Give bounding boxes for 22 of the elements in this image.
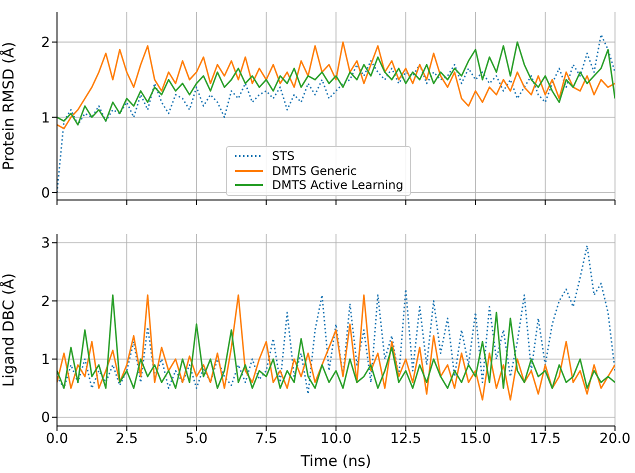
line-series [57, 34, 615, 194]
x-tick-label: 20.0 [599, 430, 631, 447]
y-tick-label: 2 [41, 35, 50, 52]
x-tick-label: 5.0 [185, 430, 208, 447]
y-tick-label: 1 [41, 352, 50, 368]
x-tick-label: 0.0 [46, 430, 68, 447]
y-tick-label: 3 [41, 236, 50, 252]
x-tick-label: 17.5 [530, 430, 561, 447]
x-tick-label: 7.5 [255, 430, 278, 447]
y-tick-label: 2 [41, 294, 50, 310]
x-tick-label: 15.0 [460, 430, 492, 447]
y-tick-label: 1 [41, 110, 50, 126]
legend-label: DMTS Generic [272, 164, 357, 178]
x-tick-label: 12.5 [390, 430, 422, 447]
x-tick-label: 10.0 [320, 430, 352, 447]
y-tick-label: 0 [41, 410, 50, 426]
x-tick-label: 2.5 [116, 430, 138, 447]
x-axis-title: Time (ns) [300, 452, 372, 470]
line-series [57, 244, 615, 395]
legend-label: STS [272, 149, 295, 164]
legend-label: DMTS Active Learning [272, 178, 404, 192]
y-tick-label: 0 [41, 185, 50, 202]
